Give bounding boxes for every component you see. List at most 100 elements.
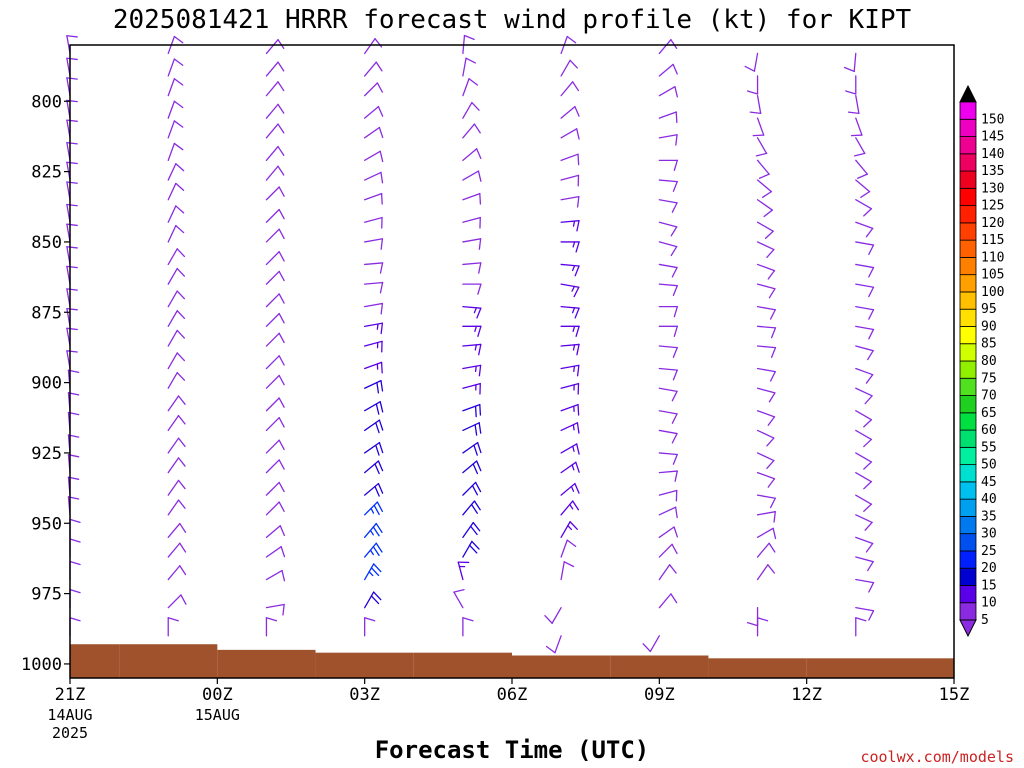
barb-shaft (167, 205, 177, 223)
barb-flag (675, 134, 678, 146)
colorbar-label: 40 (981, 492, 997, 507)
barb-shaft (855, 410, 873, 421)
wind-barb (855, 556, 874, 572)
barb-shaft (658, 526, 675, 538)
barb-flag (173, 58, 184, 66)
wind-barb (462, 216, 481, 229)
colorbar-label: 5 (981, 613, 989, 628)
colorbar-label: 35 (981, 509, 997, 524)
barb-flag (764, 230, 774, 240)
wind-barb (364, 482, 384, 497)
barb-flag (675, 111, 678, 124)
barb-flag (176, 248, 186, 258)
barb-shaft (265, 165, 279, 181)
barb-shaft (658, 179, 678, 183)
wind-barb (69, 560, 81, 581)
wind-barb (364, 419, 384, 434)
wind-barb (756, 617, 769, 637)
barb-shaft (855, 607, 875, 612)
wind-barb (560, 482, 580, 496)
barb-shaft (756, 542, 770, 558)
barb-shaft (855, 452, 873, 463)
wind-barb (167, 522, 187, 538)
colorbar-swatch (959, 222, 977, 241)
wind-barb (756, 283, 776, 299)
barb-shaft (265, 312, 280, 327)
wind-barb (560, 128, 580, 140)
barb-shaft (658, 506, 677, 516)
wind-barb (265, 312, 285, 327)
wind-barb (855, 367, 874, 384)
barb-shaft (364, 361, 383, 370)
barb-flag (473, 307, 477, 314)
barb-shaft (658, 387, 678, 393)
colorbar-label: 75 (981, 371, 997, 386)
wind-barb (658, 506, 678, 519)
barb-flag (470, 503, 478, 514)
barb-shaft (167, 100, 176, 119)
barb-flag (674, 470, 678, 482)
barb-shaft (364, 105, 380, 119)
barb-shaft (462, 481, 477, 496)
barb-shaft (265, 481, 280, 496)
credit-link[interactable]: coolwx.com/models (860, 748, 1014, 766)
barb-flag (278, 355, 285, 366)
colorbar-swatch (959, 481, 977, 500)
wind-barb (462, 238, 482, 250)
colorbar-swatch (959, 602, 977, 621)
colorbar-label: 105 (981, 268, 1004, 283)
colorbar-swatch (959, 153, 977, 172)
colorbar-swatch (959, 360, 977, 379)
barb-flag (378, 441, 384, 454)
barb-flag (761, 190, 772, 198)
wind-barb (364, 238, 384, 250)
wind-barb (462, 521, 481, 538)
barb-shaft (756, 305, 776, 311)
wind-barb (855, 305, 875, 320)
barb-shaft (462, 170, 480, 181)
barb-flag (867, 561, 874, 572)
barb-flag (177, 499, 186, 509)
barb-shaft (855, 117, 863, 136)
barb-flag (767, 269, 776, 280)
wind-barb (66, 223, 78, 243)
barb-shaft (167, 290, 178, 308)
colorbar-label: 65 (981, 406, 997, 421)
barb-flag (673, 325, 678, 337)
barb-flag (66, 203, 78, 207)
barb-shaft (364, 302, 384, 308)
barb-flag (769, 371, 776, 382)
barb-flag (577, 403, 580, 416)
wind-barb (66, 327, 78, 347)
wind-barb (746, 607, 759, 627)
barb-shaft (853, 52, 857, 73)
wind-barb (462, 540, 480, 558)
wind-barb (658, 111, 678, 124)
wind-barb (364, 522, 383, 538)
barb-shaft (756, 94, 762, 115)
barb-flag (368, 571, 374, 577)
barb-shaft (265, 417, 280, 432)
wind-barb (66, 57, 78, 77)
barb-shaft (855, 263, 875, 269)
barb-flag (463, 34, 475, 41)
barb-shaft (167, 142, 176, 161)
wind-barb (265, 501, 285, 516)
barb-shaft (560, 220, 580, 223)
barb-shaft (753, 52, 759, 72)
barb-shaft (364, 379, 382, 389)
barb-flag (576, 422, 580, 434)
barb-flag (868, 266, 875, 278)
barb-flag (173, 142, 184, 151)
colorbar-swatch (959, 101, 977, 120)
barb-shaft (658, 452, 678, 456)
barb-flag (865, 374, 874, 384)
barb-flag (572, 500, 580, 511)
colorbar-label: 90 (981, 319, 997, 334)
wind-barb (167, 594, 187, 609)
colorbar-swatch (959, 377, 977, 396)
wind-barb (66, 181, 78, 201)
barb-shaft (756, 527, 774, 538)
barb-flag (379, 150, 384, 163)
